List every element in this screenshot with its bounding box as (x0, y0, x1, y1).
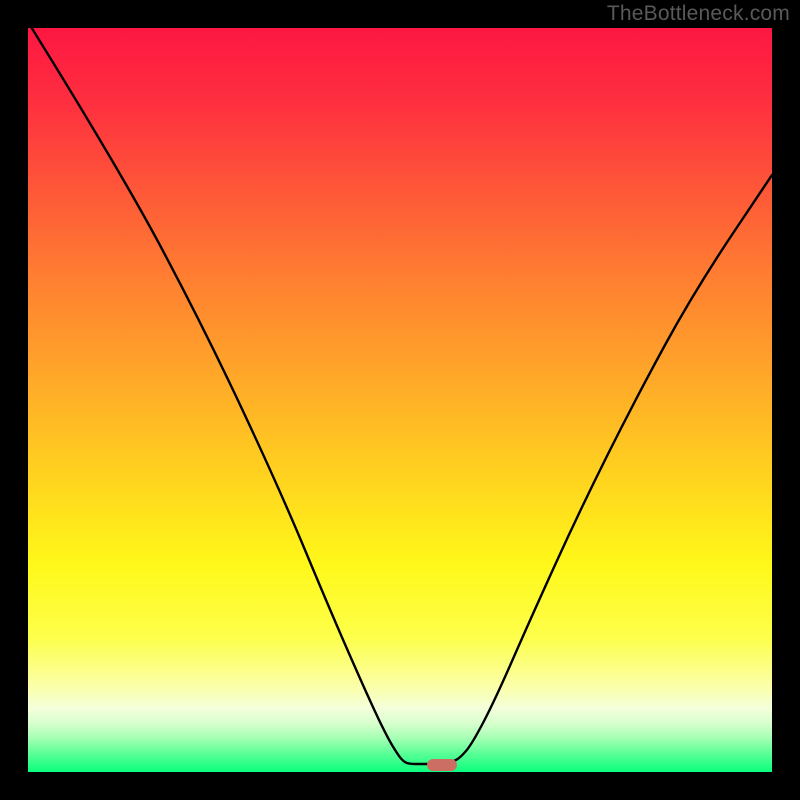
bottleneck-chart (0, 0, 800, 800)
optimum-marker (427, 759, 457, 771)
chart-plot-area (28, 28, 772, 772)
